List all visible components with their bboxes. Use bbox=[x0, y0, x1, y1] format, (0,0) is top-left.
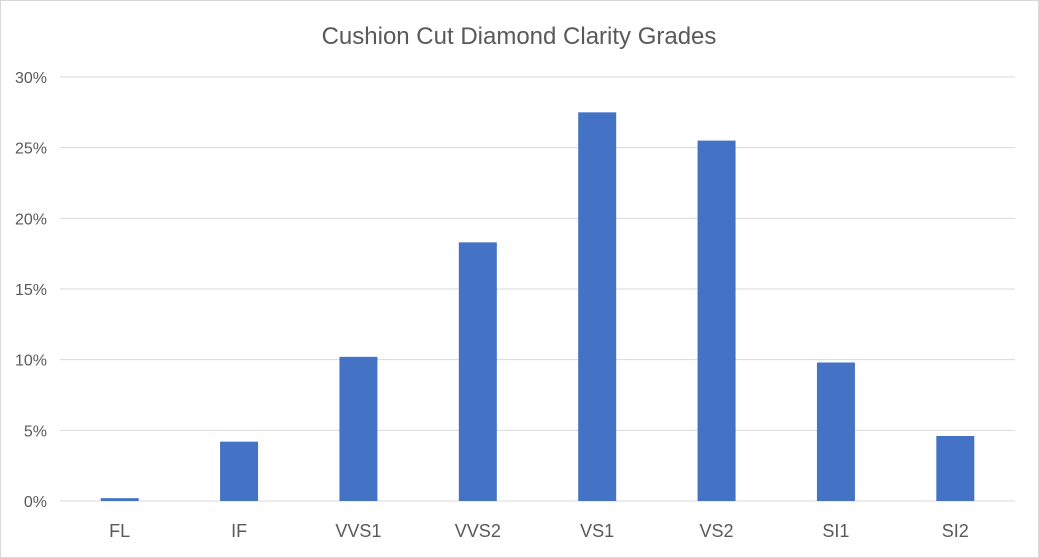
y-axis-tick-labels: 0% 5% 10% 15% 20% 25% 30% bbox=[15, 70, 47, 511]
bar-vvs1 bbox=[339, 356, 378, 501]
x-tick-label: IF bbox=[231, 521, 247, 541]
bar-si2 bbox=[936, 435, 975, 501]
gridlines bbox=[60, 76, 1015, 502]
y-tick-label: 10% bbox=[15, 353, 47, 370]
x-tick-label: SI2 bbox=[942, 521, 969, 541]
y-tick-label: 20% bbox=[15, 211, 47, 228]
y-tick-label: 25% bbox=[15, 141, 47, 158]
y-tick-label: 30% bbox=[15, 70, 47, 87]
y-tick-label: 5% bbox=[24, 423, 47, 440]
x-axis-category-labels: FL IF VVS1 VVS2 VS1 VS2 SI1 SI2 bbox=[109, 521, 969, 541]
y-tick-label: 15% bbox=[15, 282, 47, 299]
x-tick-label: VVS2 bbox=[455, 521, 501, 541]
x-tick-label: VS2 bbox=[700, 521, 734, 541]
bar-vvs2 bbox=[458, 242, 497, 502]
bar-if bbox=[220, 441, 259, 501]
x-tick-label: VS1 bbox=[580, 521, 614, 541]
x-tick-label: VVS1 bbox=[335, 521, 381, 541]
chart-title: Cushion Cut Diamond Clarity Grades bbox=[322, 23, 717, 50]
x-tick-label: SI1 bbox=[822, 521, 849, 541]
bars bbox=[100, 112, 975, 502]
y-tick-label: 0% bbox=[24, 494, 47, 511]
bar-vs1 bbox=[578, 112, 617, 501]
bar-fl bbox=[100, 498, 139, 501]
x-tick-label: FL bbox=[109, 521, 130, 541]
bar-vs2 bbox=[697, 140, 736, 501]
bar-si1 bbox=[816, 362, 855, 501]
